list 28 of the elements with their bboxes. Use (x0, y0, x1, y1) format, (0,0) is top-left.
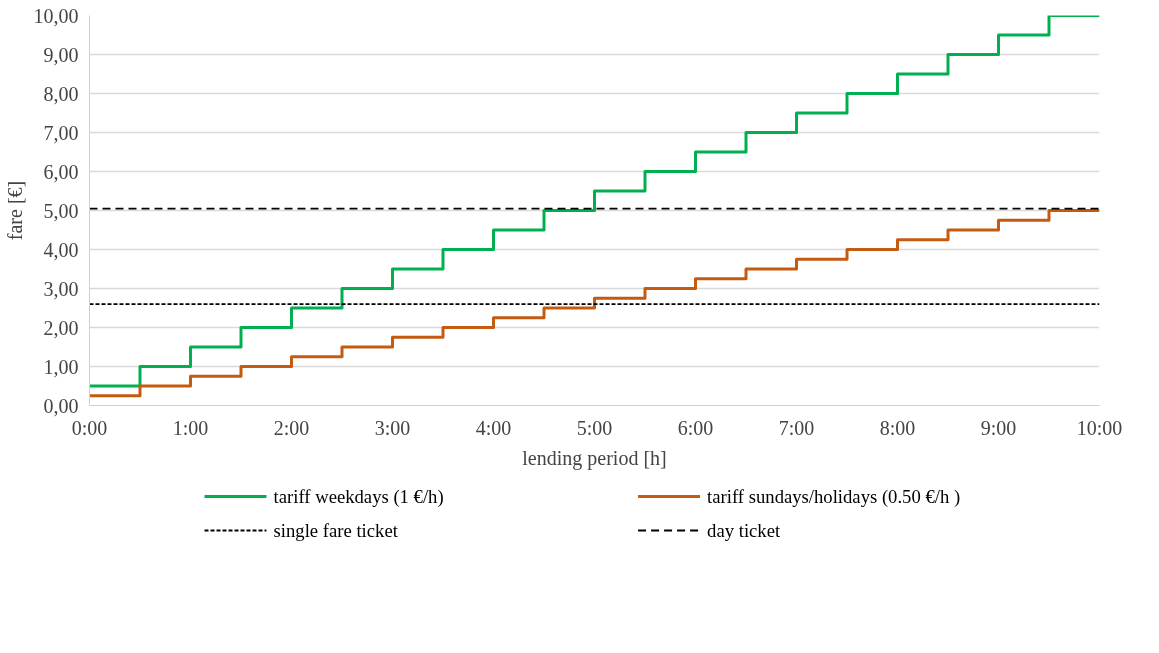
y-tick-label: 1,00 (43, 355, 79, 378)
x-tick-label: 6:00 (677, 416, 714, 439)
x-tick-label: 1:00 (172, 416, 209, 439)
x-axis-title: lending period [h] (522, 446, 667, 470)
y-tick-label: 3,00 (43, 277, 79, 300)
y-tick-label: 7,00 (43, 121, 79, 144)
legend-label: tariff weekdays (1 €/h) (273, 486, 444, 508)
y-axis-title: fare [€] (3, 180, 26, 241)
y-tick-label: 9,00 (43, 43, 79, 66)
x-tick-label: 4:00 (475, 416, 512, 439)
y-tick-label: 2,00 (43, 316, 79, 339)
y-tick-label: 4,00 (43, 238, 79, 261)
x-tick-label: 7:00 (778, 416, 815, 439)
x-tick-label: 10:00 (1076, 416, 1123, 439)
x-tick-label: 0:00 (71, 416, 108, 439)
legend-label: tariff sundays/holidays (0.50 €/h ) (707, 486, 961, 508)
legend-label: day ticket (707, 520, 781, 541)
y-tick-label: 0,00 (43, 394, 79, 417)
legend-label: single fare ticket (273, 520, 399, 541)
x-tick-label: 8:00 (879, 416, 916, 439)
x-tick-label: 3:00 (374, 416, 411, 439)
y-tick-label: 5,00 (43, 199, 79, 222)
y-tick-label: 8,00 (43, 82, 79, 105)
x-tick-label: 9:00 (980, 416, 1017, 439)
y-tick-label: 6,00 (43, 160, 79, 183)
x-tick-label: 2:00 (273, 416, 310, 439)
y-tick-label: 10,00 (33, 4, 79, 27)
x-tick-label: 5:00 (576, 416, 613, 439)
